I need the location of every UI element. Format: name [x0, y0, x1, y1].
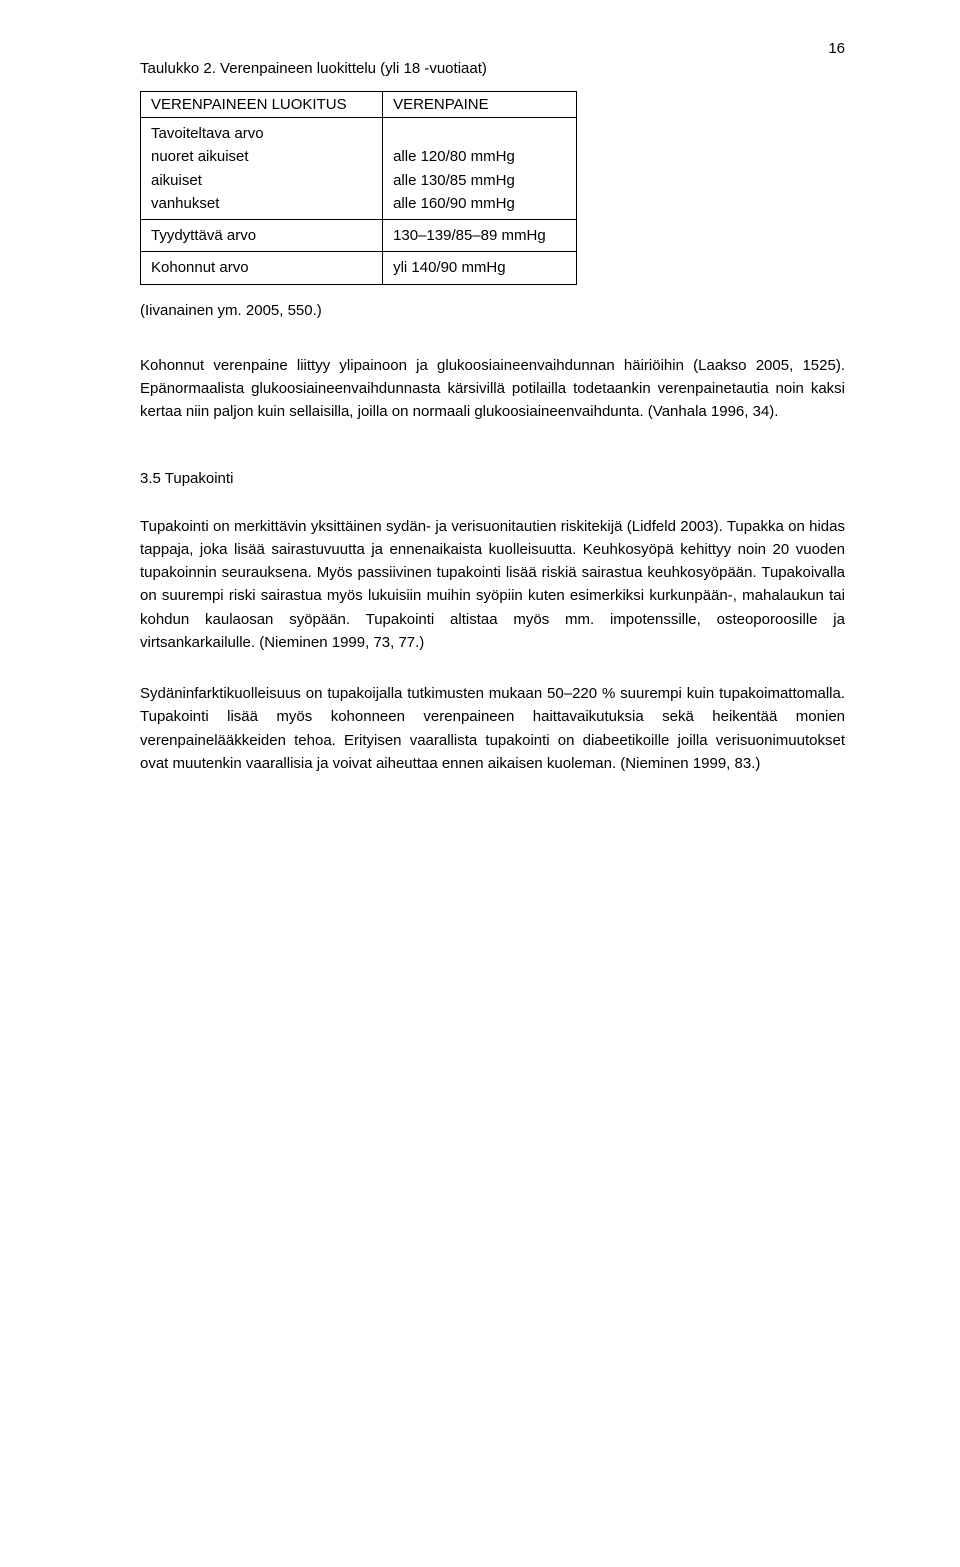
table-row: Kohonnut arvo yli 140/90 mmHg — [141, 252, 577, 284]
blood-pressure-table: VERENPAINEEN LUOKITUS VERENPAINE Tavoite… — [140, 91, 577, 285]
table-caption: Taulukko 2. Verenpaineen luokittelu (yli… — [140, 60, 845, 77]
table-header-left: VERENPAINEEN LUOKITUS — [141, 92, 383, 118]
section-heading: 3.5 Tupakointi — [140, 470, 845, 487]
paragraph: Tupakointi on merkittävin yksittäinen sy… — [140, 515, 845, 655]
table-header-row: VERENPAINEEN LUOKITUS VERENPAINE — [141, 92, 577, 118]
table-row: Tavoiteltava arvonuoret aikuisetaikuiset… — [141, 118, 577, 220]
table-cell-right: yli 140/90 mmHg — [383, 252, 577, 284]
table-cell-left: Kohonnut arvo — [141, 252, 383, 284]
table-cell-right: 130–139/85–89 mmHg — [383, 220, 577, 252]
page-number: 16 — [828, 40, 845, 57]
table-source: (Iivanainen ym. 2005, 550.) — [140, 299, 845, 322]
paragraph: Kohonnut verenpaine liittyy ylipainoon j… — [140, 354, 845, 424]
table-cell-left: Tyydyttävä arvo — [141, 220, 383, 252]
table-cell-left: Tavoiteltava arvonuoret aikuisetaikuiset… — [141, 118, 383, 220]
table-row: Tyydyttävä arvo 130–139/85–89 mmHg — [141, 220, 577, 252]
table-cell-right: alle 120/80 mmHgalle 130/85 mmHgalle 160… — [383, 118, 577, 220]
paragraph: Sydäninfarktikuolleisuus on tupakoijalla… — [140, 682, 845, 775]
table-header-right: VERENPAINE — [383, 92, 577, 118]
